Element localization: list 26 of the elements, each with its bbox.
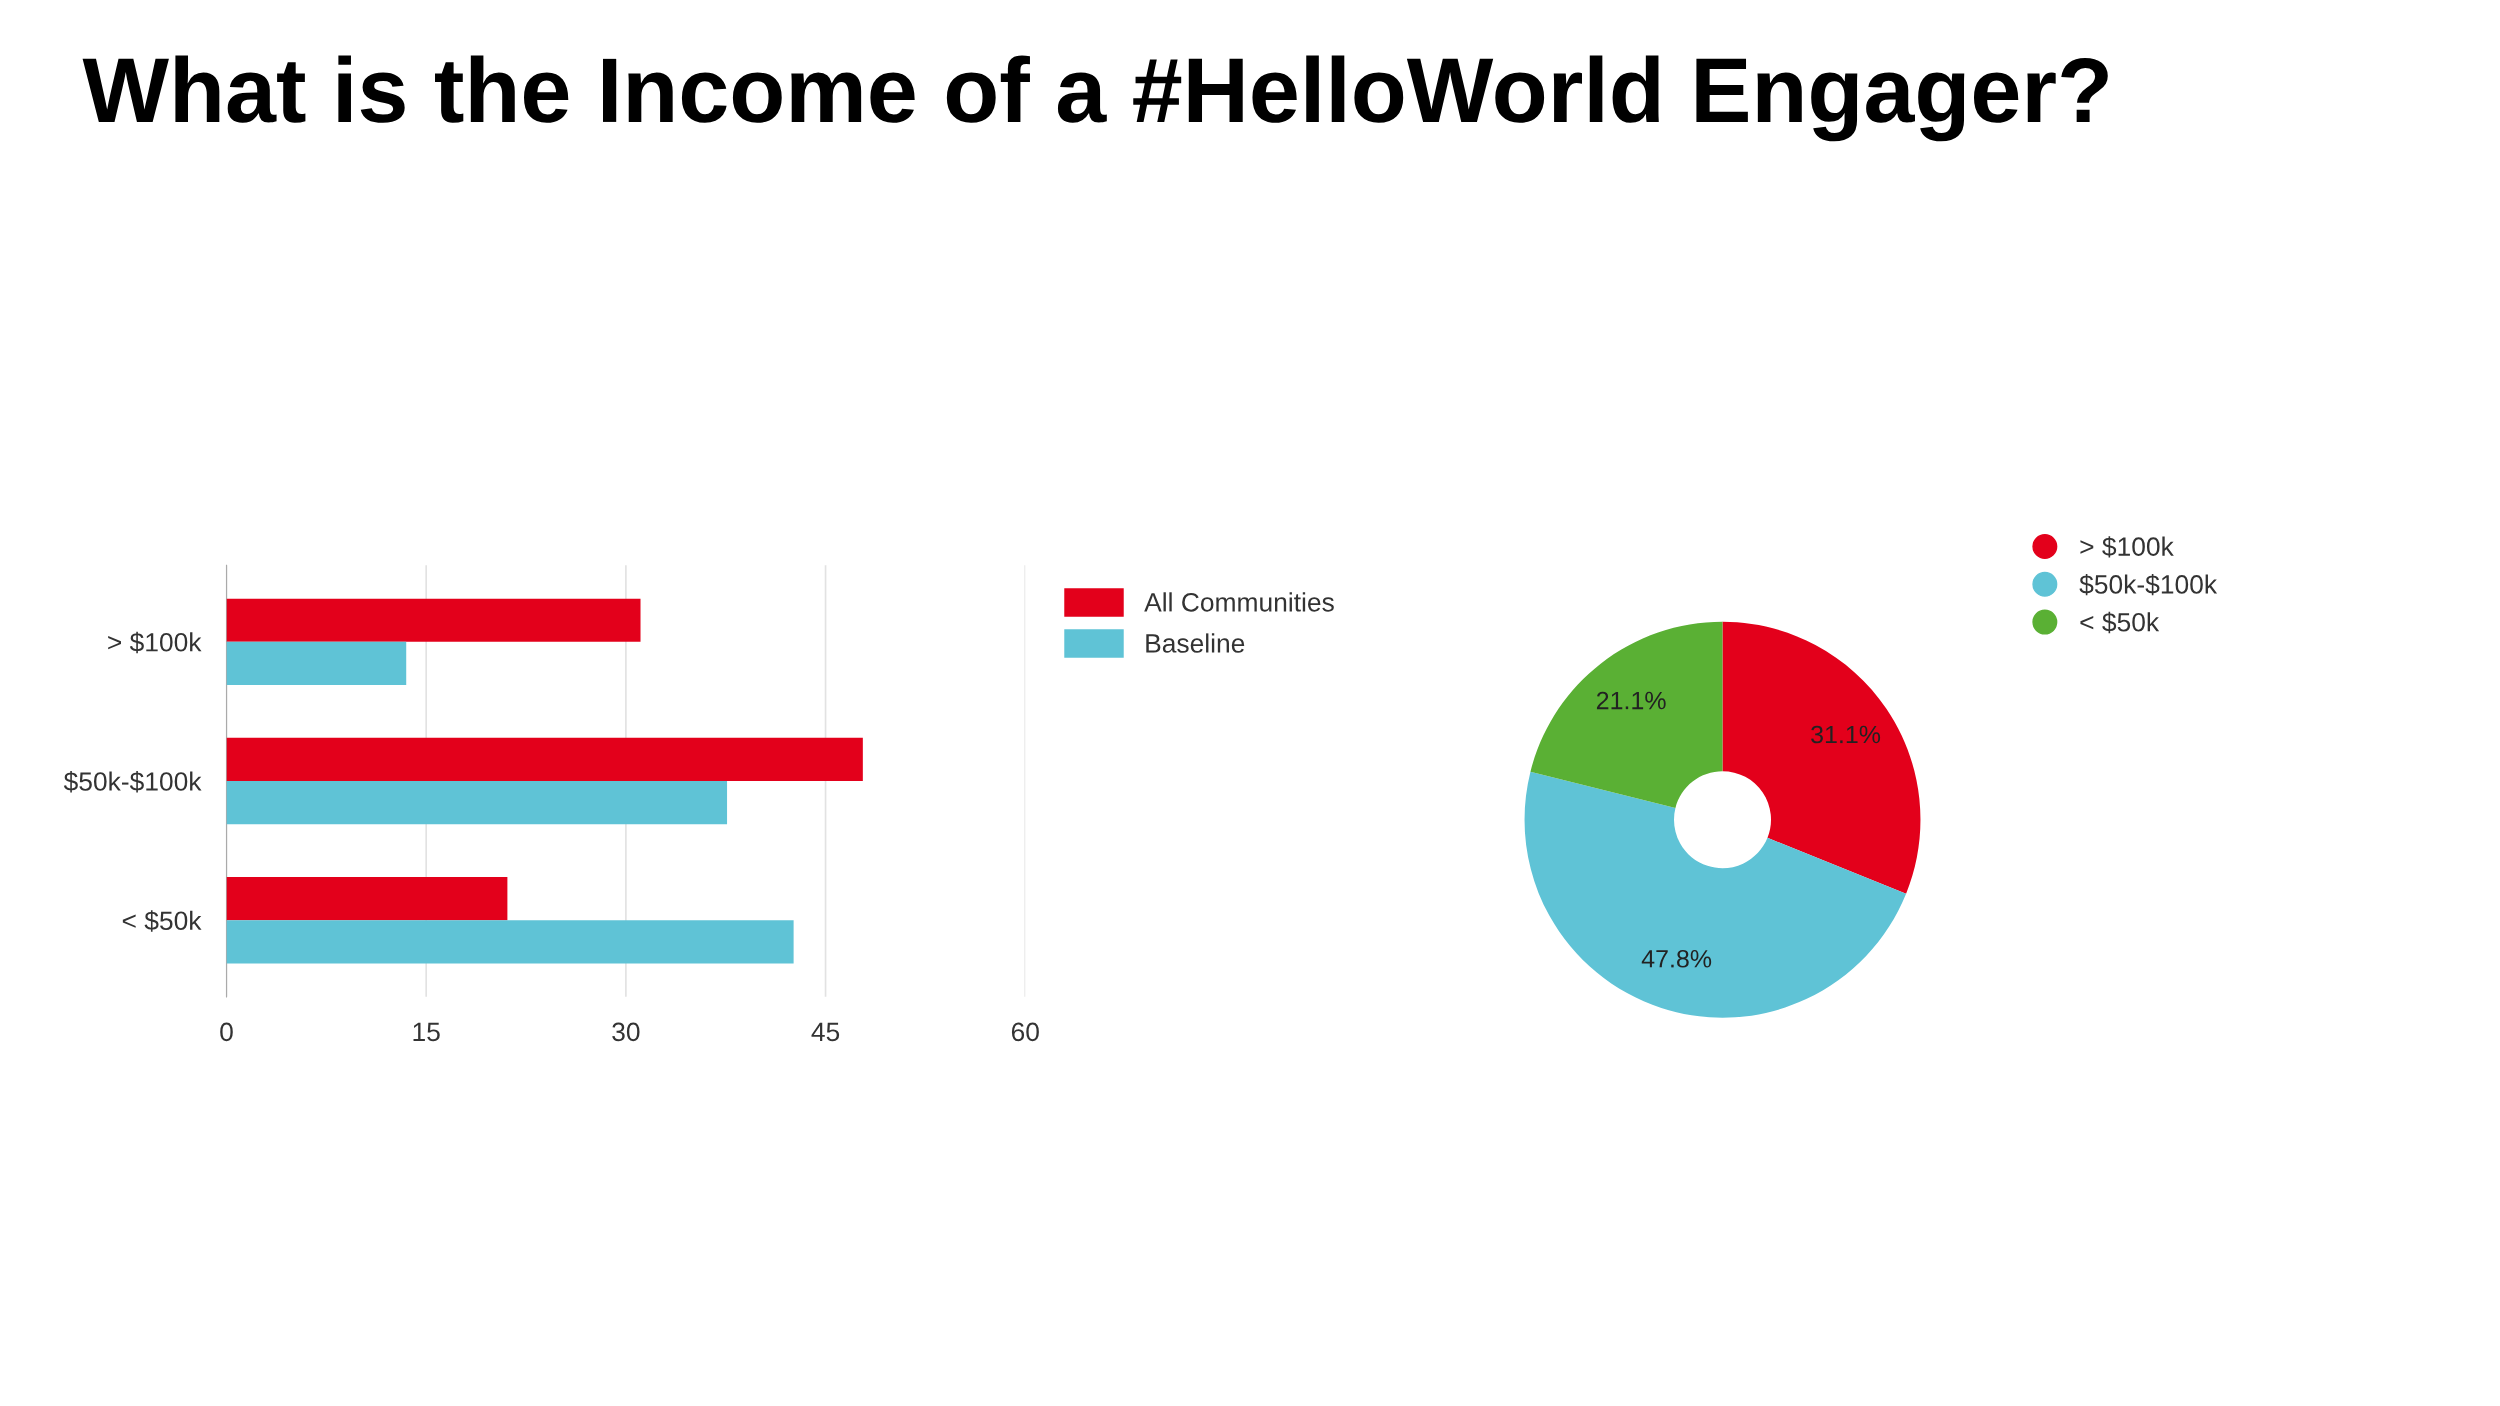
x-tick-label: 45 xyxy=(811,1022,840,1042)
bar xyxy=(226,781,728,825)
legend-label: $50k-$100k xyxy=(2079,573,2218,596)
y-tick-label: $50k-$100k xyxy=(63,771,202,793)
legend-label: All Communities xyxy=(1144,592,1334,612)
x-tick-label: 15 xyxy=(413,1022,440,1042)
x-tick-label: 0 xyxy=(220,1022,233,1042)
legend-label: Baseline xyxy=(1146,633,1245,653)
chart-title: What is the Income of a #HelloWorld Engager? xyxy=(82,55,2108,142)
x-tick-label: 30 xyxy=(612,1022,640,1042)
bar xyxy=(226,920,794,964)
donut-slice xyxy=(1524,771,1907,1018)
bar xyxy=(226,598,641,642)
bar xyxy=(226,737,863,782)
bar xyxy=(226,641,407,685)
data-label: 47.8% xyxy=(1641,949,1712,968)
legend-label: > $100k xyxy=(2080,536,2174,558)
x-tick-label: 60 xyxy=(1011,1022,1039,1042)
donut-slice xyxy=(1722,621,1921,894)
legend-label: < $50k xyxy=(2080,611,2160,634)
donut-slice xyxy=(1530,621,1723,808)
bar xyxy=(226,877,508,921)
data-label: 21.1% xyxy=(1596,691,1666,710)
y-tick-label: < $50k xyxy=(122,910,202,932)
y-tick-label: > $100k xyxy=(108,631,202,654)
data-label: 31.1% xyxy=(1811,725,1881,744)
